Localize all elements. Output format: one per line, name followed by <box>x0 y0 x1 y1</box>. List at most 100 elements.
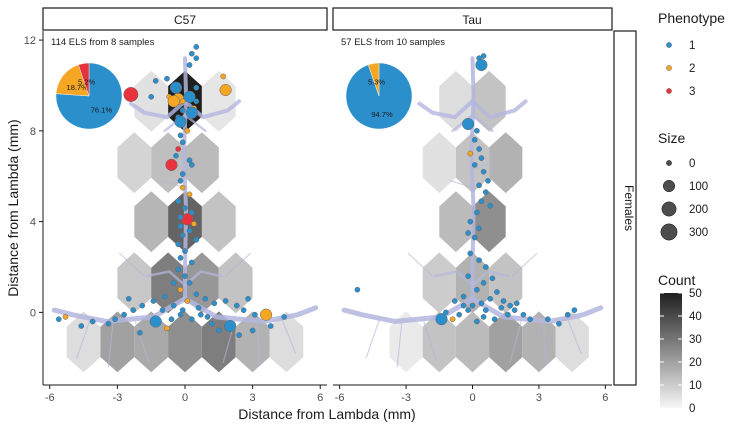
pie-slice-label: 5.3% <box>368 77 385 86</box>
data-point <box>175 146 182 152</box>
x-axis-title: Distance from Lambda (mm) <box>238 406 415 422</box>
brain-vessel <box>225 252 251 277</box>
data-point <box>489 275 496 282</box>
data-point <box>89 318 96 325</box>
brain-vessel <box>256 323 260 366</box>
data-point <box>460 302 467 309</box>
x-tick-label: -3 <box>401 392 411 404</box>
annotation-c57: 114 ELS from 8 samples <box>51 37 155 48</box>
data-point <box>474 286 480 293</box>
hex-bin <box>235 311 270 373</box>
data-point <box>183 90 196 103</box>
data-point <box>184 127 191 134</box>
data-point <box>474 318 480 325</box>
data-point <box>193 236 200 243</box>
x-tick-label: -6 <box>335 392 345 404</box>
brain-vessel <box>470 296 604 325</box>
data-point <box>121 311 127 318</box>
row-strip-box <box>613 30 637 386</box>
data-point <box>494 289 500 295</box>
hex-bin <box>66 311 101 373</box>
brain-vessel <box>423 320 438 363</box>
brain-vessel <box>396 323 403 368</box>
data-point <box>465 230 471 236</box>
brain-vessel <box>511 252 538 277</box>
y-tick-label: 8 <box>30 126 36 138</box>
data-point <box>222 298 229 304</box>
data-point <box>482 307 489 313</box>
data-point <box>471 162 478 168</box>
legend-count-label: 40 <box>689 311 702 323</box>
legend-size-label: 0 <box>689 158 695 170</box>
data-point <box>475 58 488 72</box>
data-point <box>478 155 485 161</box>
data-point <box>186 191 193 198</box>
data-point <box>173 152 179 159</box>
y-tick-label: 0 <box>30 307 36 319</box>
data-point <box>112 316 118 323</box>
brain-vessel <box>128 99 187 120</box>
data-point <box>188 50 195 57</box>
data-point <box>491 316 498 323</box>
brain-vessel <box>134 320 150 363</box>
brain-vessel <box>181 56 189 301</box>
data-point <box>170 302 177 309</box>
data-point <box>480 168 487 175</box>
data-point <box>175 198 182 205</box>
data-point <box>159 307 166 313</box>
data-point <box>185 106 198 119</box>
data-point <box>188 209 195 216</box>
data-point <box>149 315 162 328</box>
data-point <box>204 314 211 320</box>
data-point <box>164 325 170 332</box>
legend-count-label: 30 <box>689 334 702 346</box>
data-point <box>252 311 258 318</box>
brain-vessel <box>341 296 475 325</box>
x-tick-label: 3 <box>536 392 542 404</box>
legend-count-label: 20 <box>689 357 702 369</box>
pie-slice <box>78 62 90 97</box>
data-point <box>249 327 256 334</box>
data-point <box>480 53 487 59</box>
x-tick-label: 0 <box>469 392 475 404</box>
data-point <box>164 75 170 82</box>
x-tick-label: 6 <box>317 392 323 404</box>
legend-phenotype-swatch <box>666 88 672 94</box>
data-point <box>460 293 467 300</box>
data-point <box>354 286 361 293</box>
hex-bin <box>489 311 523 373</box>
brain-vessel <box>433 270 474 287</box>
data-point <box>175 266 182 273</box>
data-point <box>186 280 193 286</box>
data-point <box>511 307 518 313</box>
pie-slice <box>367 62 380 97</box>
brain-vessel <box>567 318 582 354</box>
brain-vessel <box>471 162 493 170</box>
data-point <box>179 307 186 313</box>
pie-slice <box>55 64 90 97</box>
data-point <box>188 259 195 266</box>
x-tick-label: -3 <box>112 392 122 404</box>
data-point <box>174 115 187 128</box>
data-point <box>564 311 571 318</box>
legend-phenotype-label: 1 <box>689 40 695 52</box>
hex-bin <box>117 132 152 194</box>
data-point <box>186 157 193 164</box>
data-point <box>191 221 197 227</box>
strip-tau-box <box>332 7 613 31</box>
data-point <box>175 241 182 248</box>
data-point <box>487 202 494 209</box>
data-point <box>123 87 139 102</box>
data-point <box>177 223 184 230</box>
brain-vessel <box>407 252 434 277</box>
data-point <box>220 73 227 80</box>
legend-phenotype-label: 2 <box>689 63 695 75</box>
data-point <box>478 198 485 205</box>
hex-bin <box>218 252 253 314</box>
data-point <box>456 311 463 318</box>
data-point <box>451 298 458 304</box>
data-point <box>480 314 487 320</box>
data-point <box>182 205 188 211</box>
brain-vessel <box>469 56 476 301</box>
data-point <box>471 234 478 241</box>
